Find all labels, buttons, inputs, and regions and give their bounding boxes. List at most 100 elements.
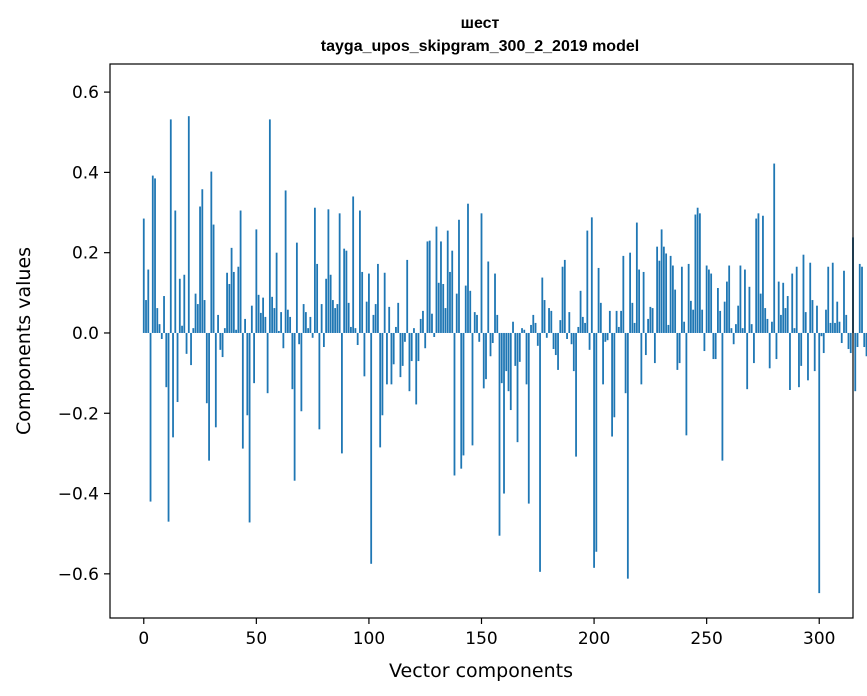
bar-252 [710,273,713,333]
bar-314 [849,332,852,354]
bar-282 [777,281,780,333]
bar-208 [611,332,613,437]
bar-140 [458,219,460,333]
bar-125 [424,332,427,349]
bar-79 [320,304,323,333]
bar-318 [858,263,861,333]
bar-255 [717,288,719,333]
bar-72 [304,312,307,333]
bar-299 [816,305,818,333]
bar-102 [372,314,375,333]
bar-38 [228,283,231,333]
bar-5 [154,178,156,333]
bar-294 [804,312,807,333]
bar-81 [325,278,328,333]
bar-52 [259,312,262,333]
bar-96 [359,210,361,333]
bar-203 [599,302,602,333]
bar-240 [683,321,686,333]
bar-186 [561,266,564,333]
bar-16 [178,278,181,333]
bar-239 [680,266,683,333]
bar-114 [399,332,402,378]
bar-28 [205,332,208,404]
bar-290 [795,266,798,333]
bar-229 [658,260,661,333]
bar-309 [838,321,841,333]
bar-142 [462,332,465,456]
bar-101 [370,332,373,564]
bar-150 [480,213,483,333]
bar-237 [676,332,679,370]
bar-118 [408,332,411,392]
bar-185 [559,320,562,333]
bar-44 [241,332,244,449]
bar-277 [766,318,769,333]
bar-110 [390,332,393,385]
bar-159 [500,332,503,384]
bar-152 [485,332,487,380]
bar-107 [383,272,386,333]
bar-243 [689,300,692,333]
bar-276 [764,308,767,333]
bar-84 [332,300,334,333]
bar-171 [527,332,530,504]
bar-174 [534,322,537,333]
bar-321 [865,332,867,357]
bar-211 [617,326,620,333]
bar-8 [160,332,163,339]
bar-167 [518,332,521,362]
bar-205 [604,332,607,342]
bar-129 [433,332,436,337]
bar-26 [201,189,204,333]
bar-160 [503,332,505,494]
bar-188 [566,332,568,339]
bar-259 [726,281,728,333]
bar-91 [347,302,350,333]
bar-195 [581,316,584,333]
y-tick-label-0: −0.6 [58,565,99,585]
bar-200 [593,332,595,568]
bar-12 [169,119,172,333]
bar-63 [284,190,287,333]
x-tick-label-2: 100 [353,629,385,649]
bar-275 [762,215,764,333]
bar-104 [377,263,379,333]
y-tick-label-2: −0.2 [58,404,99,424]
bar-272 [755,218,758,333]
bar-24 [196,304,199,333]
bar-197 [586,230,589,333]
bar-64 [286,309,289,333]
bar-173 [532,314,535,333]
bar-149 [478,332,481,342]
bar-244 [692,309,695,333]
bar-146 [471,332,474,446]
bar-283 [780,314,782,333]
bar-286 [786,296,789,333]
bar-260 [728,265,731,333]
bar-161 [505,332,508,372]
bar-141 [460,332,463,469]
y-tick-label-4: 0.2 [72,244,99,264]
bar-61 [280,312,283,333]
bar-228 [656,246,659,333]
bar-214 [624,332,627,394]
bar-182 [552,332,555,350]
bar-41 [235,329,237,333]
bar-296 [809,262,812,333]
bar-242 [687,263,690,333]
bar-298 [813,332,816,372]
bar-157 [496,314,499,333]
bar-121 [415,332,418,405]
bar-31 [212,224,215,333]
bar-143 [464,285,467,333]
bar-29 [208,332,210,461]
bar-124 [422,310,424,333]
bar-87 [338,213,341,333]
bar-60 [277,330,280,333]
bar-187 [563,259,566,333]
bar-155 [491,332,494,344]
bar-99 [365,301,368,333]
bar-284 [782,282,785,333]
